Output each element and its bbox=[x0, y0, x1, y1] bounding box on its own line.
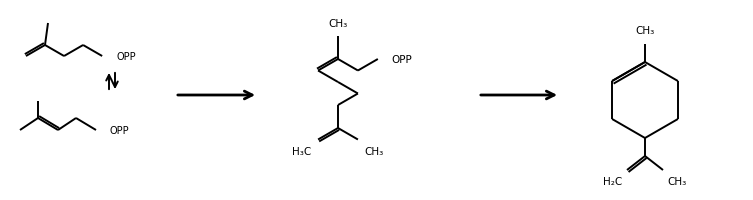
Text: CH₃: CH₃ bbox=[364, 147, 383, 157]
Text: OPP: OPP bbox=[392, 55, 413, 65]
Text: OPP: OPP bbox=[116, 52, 136, 62]
Text: CH₃: CH₃ bbox=[667, 176, 687, 186]
Text: CH₃: CH₃ bbox=[636, 26, 654, 36]
Text: OPP: OPP bbox=[110, 125, 130, 135]
Text: H₂C: H₂C bbox=[603, 176, 623, 186]
Text: CH₃: CH₃ bbox=[328, 19, 348, 29]
Text: H₃C: H₃C bbox=[292, 147, 312, 157]
